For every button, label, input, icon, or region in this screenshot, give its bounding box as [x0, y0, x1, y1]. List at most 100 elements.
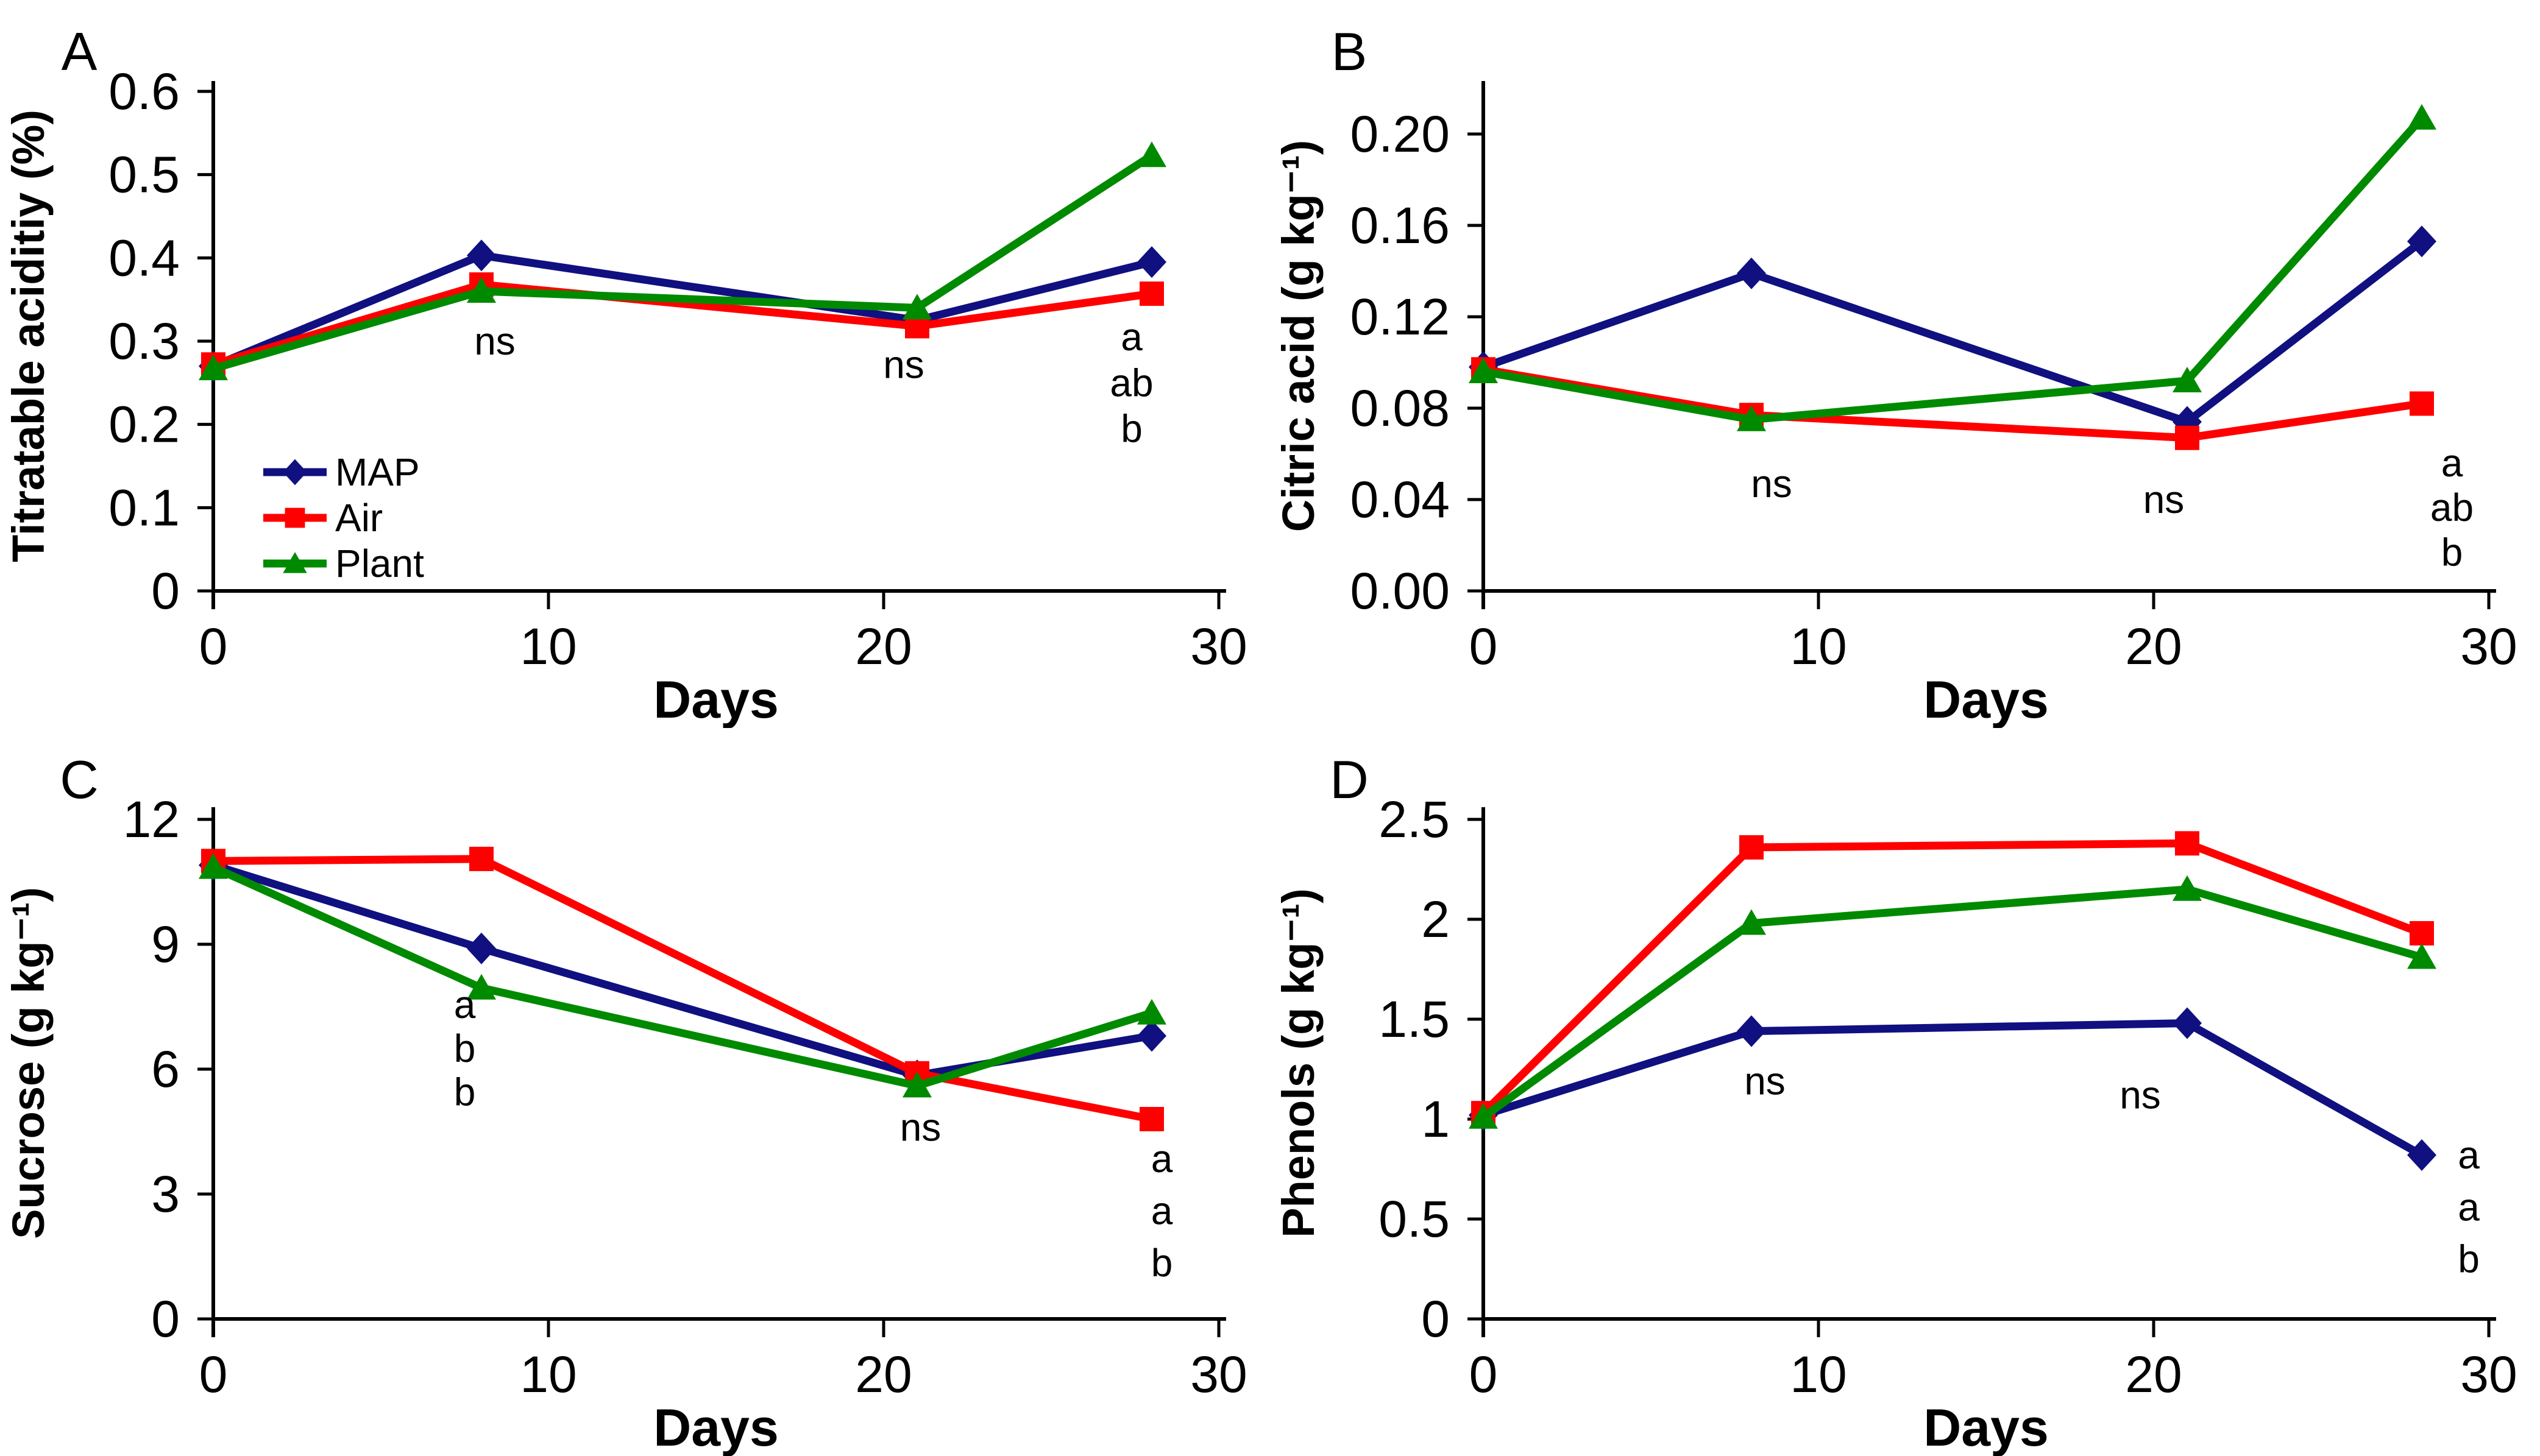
- legend-label: Plant: [335, 542, 424, 585]
- y-tick-label: 1: [1421, 1090, 1450, 1148]
- axes: 0 0.1 0.2 0.3 0.4 0.5 0.6 0 10 20 30: [108, 63, 1247, 675]
- triangle-marker: [903, 1072, 932, 1098]
- series-air: [201, 846, 1164, 1131]
- y-axis-title: Sucrose (g kg⁻¹): [3, 887, 54, 1239]
- y-tick-label: 0.00: [1350, 562, 1450, 620]
- x-tick-label: 0: [199, 618, 228, 675]
- triangle-marker: [1469, 1103, 1498, 1129]
- x-tick-label: 30: [2460, 618, 2517, 675]
- triangle-marker: [1737, 909, 1766, 935]
- square-marker: [2410, 391, 2434, 416]
- triangle-marker: [467, 974, 496, 1000]
- x-tick-label: 10: [520, 618, 576, 675]
- diamond-marker: [467, 932, 496, 964]
- y-tick-label: 0.4: [108, 229, 180, 286]
- triangle-marker: [1737, 405, 1766, 431]
- significance-label: a: [1151, 1189, 1173, 1232]
- series-plant: [1469, 875, 2436, 1129]
- y-tick-label: 0.12: [1350, 288, 1450, 345]
- series-line-map: [209, 251, 1156, 370]
- series-plant: [199, 853, 1166, 1098]
- x-tick-label: 20: [855, 618, 912, 675]
- x-tick-label: 30: [1190, 1346, 1247, 1403]
- diamond-marker: [2173, 1007, 2202, 1039]
- triangle-marker: [1137, 141, 1166, 168]
- y-tick-label: 9: [151, 916, 180, 973]
- triangle-marker: [467, 277, 496, 303]
- x-axis-title: Days: [1923, 1399, 2049, 1456]
- series-line-map: [1479, 237, 2426, 426]
- significance-label: b: [454, 1070, 476, 1114]
- series-line-plant: [1479, 885, 2426, 1122]
- square-marker: [2175, 831, 2199, 856]
- significance-label: b: [2441, 530, 2463, 574]
- significance-label: ns: [883, 342, 924, 386]
- diamond-marker: [467, 239, 496, 272]
- y-axis-title: Citric acid (g kg⁻¹): [1273, 140, 1324, 532]
- x-tick-label: 0: [1469, 618, 1498, 675]
- diamond-marker: [1737, 1015, 1766, 1047]
- x-tick-label: 30: [2460, 1346, 2517, 1403]
- triangle-marker: [199, 853, 228, 879]
- square-marker: [1739, 835, 1764, 860]
- y-tick-label: 2: [1421, 891, 1450, 948]
- x-tick-label: 20: [2125, 618, 2182, 675]
- y-tick-label: 0.2: [108, 396, 180, 453]
- x-tick-label: 0: [199, 1346, 228, 1403]
- y-tick-label: 0.08: [1350, 380, 1450, 437]
- series-line-plant: [209, 863, 1156, 1090]
- y-tick-label: 0: [151, 562, 180, 620]
- triangle-marker: [903, 294, 932, 320]
- y-tick-label: 1.5: [1378, 991, 1450, 1048]
- significance-label: a: [1121, 315, 1143, 359]
- panel-letter: B: [1332, 21, 1368, 82]
- square-marker: [1140, 281, 1164, 306]
- significance-label: a: [2458, 1185, 2480, 1229]
- significance-label: b: [2458, 1237, 2480, 1281]
- square-marker: [2410, 921, 2434, 945]
- significance-label: ns: [2120, 1073, 2161, 1117]
- axes: 0 0.5 1 1.5 2 2.5 0 10 20 30: [1378, 791, 2517, 1403]
- diamond-marker: [1737, 257, 1766, 289]
- chart-panel-a: 0 0.1 0.2 0.3 0.4 0.5 0.6 0 10 20 30 Titratable aci…: [3, 21, 1247, 728]
- square-marker: [2175, 425, 2199, 450]
- y-tick-label: 6: [151, 1041, 180, 1098]
- axes: 0 3 6 9 12 0 10 20 30: [123, 791, 1247, 1403]
- series-line-air: [209, 280, 1156, 369]
- series-map: [1469, 1007, 2436, 1172]
- legend-square-marker: [285, 507, 305, 528]
- significance-label: ab: [2430, 486, 2474, 529]
- significance-label: ns: [900, 1106, 942, 1150]
- series-line-air: [1479, 839, 2426, 1117]
- significance-label: a: [2458, 1133, 2480, 1177]
- legend-label: Air: [335, 496, 383, 540]
- x-tick-label: 30: [1190, 618, 1247, 675]
- y-axis-title: Phenols (g kg⁻¹): [1273, 888, 1324, 1238]
- significance-label: b: [1151, 1241, 1173, 1285]
- panel-letter: D: [1330, 749, 1369, 810]
- y-tick-label: 0.16: [1350, 197, 1450, 254]
- y-tick-label: 0.6: [108, 63, 180, 120]
- series-plant: [1469, 104, 2436, 431]
- triangle-marker: [1469, 358, 1498, 383]
- diamond-marker: [2407, 225, 2436, 258]
- triangle-marker: [1137, 998, 1166, 1025]
- chart-panel-d: 0 0.5 1 1.5 2 2.5 0 10 20 30 Phenols (g kg⁻¹) Days D…: [1273, 749, 2517, 1456]
- y-tick-label: 0.20: [1350, 105, 1450, 163]
- y-tick-label: 3: [151, 1165, 180, 1223]
- x-tick-label: 10: [1790, 1346, 1846, 1403]
- significance-label: a: [1151, 1137, 1173, 1181]
- y-tick-label: 0: [151, 1290, 180, 1348]
- y-tick-label: 2.5: [1378, 791, 1450, 848]
- series-line-plant: [209, 151, 1156, 373]
- triangle-marker: [2407, 943, 2436, 969]
- diamond-marker: [1137, 1020, 1166, 1052]
- triangle-marker: [2173, 875, 2202, 901]
- significance-label: a: [454, 983, 476, 1027]
- y-axis-title: Titratable aciditiy (%): [3, 110, 54, 562]
- axes: 0.00 0.04 0.08 0.12 0.16 0.20 0 10 20 30: [1350, 81, 2517, 675]
- triangle-marker: [2407, 104, 2436, 130]
